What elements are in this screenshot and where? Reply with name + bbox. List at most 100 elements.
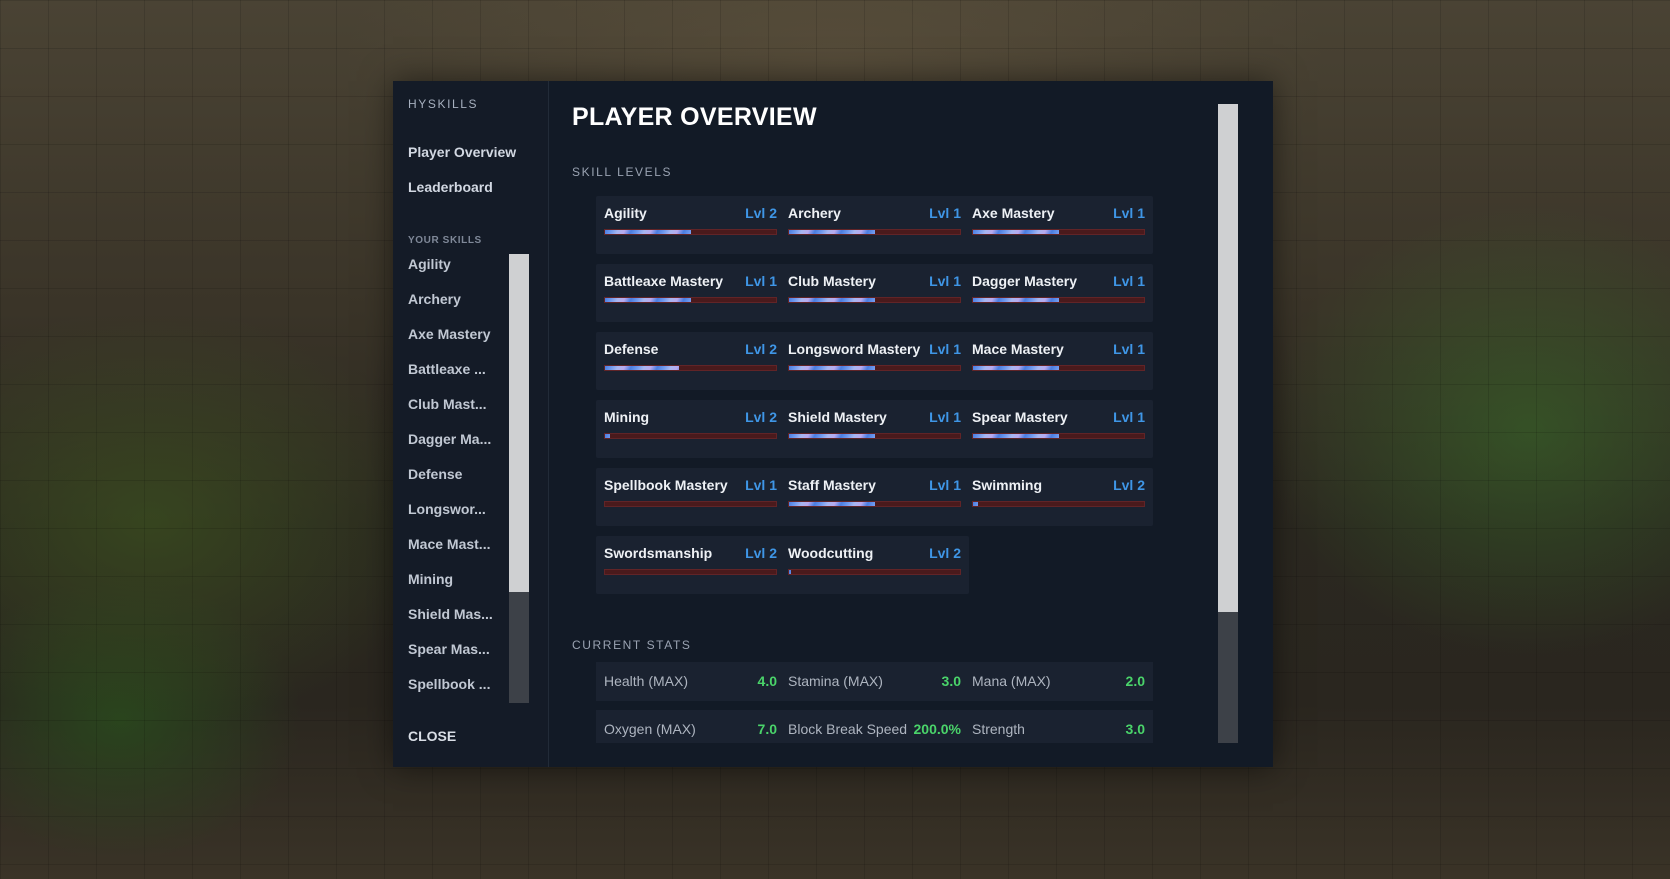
skill-card-name: Mining (604, 409, 650, 425)
skill-card-level: Lvl 1 (745, 477, 777, 493)
skill-card-level: Lvl 1 (745, 273, 777, 289)
sidebar-skill-item[interactable]: Agility (408, 256, 451, 272)
stat-row: Block Break Speed 200.0% (780, 710, 969, 743)
skill-progress-bar (788, 433, 961, 439)
sidebar-scrollbar-thumb[interactable] (509, 254, 529, 592)
skill-progress-fill (973, 298, 1059, 302)
skill-progress-fill (973, 434, 1059, 438)
sidebar-skill-item[interactable]: Longswor... (408, 501, 486, 517)
skill-progress-fill (605, 434, 611, 438)
stat-name: Block Break Speed (788, 721, 908, 737)
skill-card: Defense Lvl 2 (596, 332, 785, 390)
skill-card-level: Lvl 2 (745, 545, 777, 561)
main-scrollbar-thumb[interactable] (1218, 104, 1238, 612)
skill-progress-fill (789, 434, 875, 438)
stat-name: Strength (972, 721, 1025, 737)
skill-card-level: Lvl 2 (1113, 477, 1145, 493)
sidebar-skill-item[interactable]: Axe Mastery (408, 326, 491, 342)
sidebar-skill-item[interactable]: Shield Mas... (408, 606, 493, 622)
skill-progress-bar (788, 365, 961, 371)
skill-card-name: Defense (604, 341, 659, 357)
skill-card-name: Spear Mastery (972, 409, 1068, 425)
sidebar-skill-item[interactable]: Spellbook ... (408, 676, 491, 692)
skill-card: Axe Mastery Lvl 1 (964, 196, 1153, 254)
skill-card: Longsword Mastery Lvl 1 (780, 332, 969, 390)
close-button[interactable]: CLOSE (408, 728, 457, 744)
skill-card-name: Dagger Mastery (972, 273, 1078, 289)
stat-value: 4.0 (757, 673, 777, 689)
skill-progress-bar (788, 297, 961, 303)
hyskills-panel: HYSKILLS Player Overview Leaderboard YOU… (393, 81, 1273, 767)
skill-card-level: Lvl 1 (929, 477, 961, 493)
skill-progress-bar (972, 229, 1145, 235)
overview-scroll-area: PLAYER OVERVIEW SKILL LEVELS CURRENT STA… (549, 81, 1209, 743)
skill-progress-bar (788, 501, 961, 507)
skill-card-name: Staff Mastery (788, 477, 876, 493)
skill-card-name: Longsword Mastery (788, 341, 921, 357)
stat-name: Oxygen (MAX) (604, 721, 696, 737)
skill-card-name: Archery (788, 205, 841, 221)
main-scrollbar[interactable] (1218, 104, 1238, 743)
skill-progress-bar (972, 365, 1145, 371)
stat-value: 2.0 (1125, 673, 1145, 689)
page-title: PLAYER OVERVIEW (572, 103, 817, 131)
skill-card-name: Axe Mastery (972, 205, 1055, 221)
skill-progress-fill (789, 298, 875, 302)
skill-card-name: Swimming (972, 477, 1043, 493)
stat-row: Stamina (MAX) 3.0 (780, 662, 969, 701)
sidebar-skill-list: Agility Archery Axe Mastery Battleaxe ... Cl… (408, 256, 508, 711)
sidebar-skill-item[interactable]: Mining (408, 571, 454, 587)
skill-card: Club Mastery Lvl 1 (780, 264, 969, 322)
sidebar-skill-item[interactable]: Battleaxe ... (408, 361, 486, 377)
skill-card-name: Swordsmanship (604, 545, 713, 561)
skill-progress-fill (789, 230, 875, 234)
skill-progress-bar (604, 297, 777, 303)
skill-card: Battleaxe Mastery Lvl 1 (596, 264, 785, 322)
sidebar: HYSKILLS Player Overview Leaderboard YOU… (393, 81, 549, 767)
sidebar-skill-item[interactable]: Dagger Ma... (408, 431, 492, 447)
skill-progress-fill (789, 502, 875, 506)
skill-progress-bar (604, 365, 777, 371)
sidebar-skill-item[interactable]: Mace Mast... (408, 536, 491, 552)
skill-progress-fill (973, 366, 1059, 370)
skill-card-name: Mace Mastery (972, 341, 1064, 357)
stat-row: Mana (MAX) 2.0 (964, 662, 1153, 701)
skill-progress-bar (604, 501, 777, 507)
sidebar-skill-item[interactable]: Archery (408, 291, 461, 307)
skill-card-level: Lvl 2 (745, 341, 777, 357)
stat-value: 3.0 (1125, 721, 1145, 737)
skill-card: Spellbook Mastery Lvl 1 (596, 468, 785, 526)
sidebar-skill-item[interactable]: Defense (408, 466, 463, 482)
skill-card: Swimming Lvl 2 (964, 468, 1153, 526)
sidebar-scrollbar[interactable] (509, 254, 529, 703)
skill-card-name: Club Mastery (788, 273, 876, 289)
skill-progress-fill (789, 570, 791, 574)
stat-row: Oxygen (MAX) 7.0 (596, 710, 785, 743)
skill-card-level: Lvl 1 (1113, 273, 1145, 289)
skill-card-level: Lvl 1 (929, 205, 961, 221)
skill-card-level: Lvl 1 (1113, 409, 1145, 425)
nav-leaderboard[interactable]: Leaderboard (408, 179, 493, 195)
your-skills-heading: YOUR SKILLS (408, 235, 482, 246)
sidebar-skill-item[interactable]: Club Mast... (408, 396, 487, 412)
skill-progress-fill (605, 230, 691, 234)
skill-card: Dagger Mastery Lvl 1 (964, 264, 1153, 322)
skill-levels-heading: SKILL LEVELS (572, 165, 673, 179)
skill-card: Mace Mastery Lvl 1 (964, 332, 1153, 390)
skill-card-level: Lvl 1 (1113, 205, 1145, 221)
skill-card-level: Lvl 1 (1113, 341, 1145, 357)
skill-card-name: Agility (604, 205, 647, 221)
skill-progress-bar (788, 569, 961, 575)
skill-card-name: Woodcutting (788, 545, 874, 561)
skill-progress-bar (604, 433, 777, 439)
skill-progress-bar (972, 297, 1145, 303)
skill-progress-fill (605, 366, 679, 370)
sidebar-skill-item[interactable]: Spear Mas... (408, 641, 490, 657)
skill-card: Mining Lvl 2 (596, 400, 785, 458)
nav-player-overview[interactable]: Player Overview (408, 144, 517, 160)
skill-card-level: Lvl 1 (929, 341, 961, 357)
skill-card-name: Shield Mastery (788, 409, 887, 425)
stat-value: 3.0 (941, 673, 961, 689)
skill-progress-fill (973, 230, 1059, 234)
skill-progress-bar (604, 229, 777, 235)
